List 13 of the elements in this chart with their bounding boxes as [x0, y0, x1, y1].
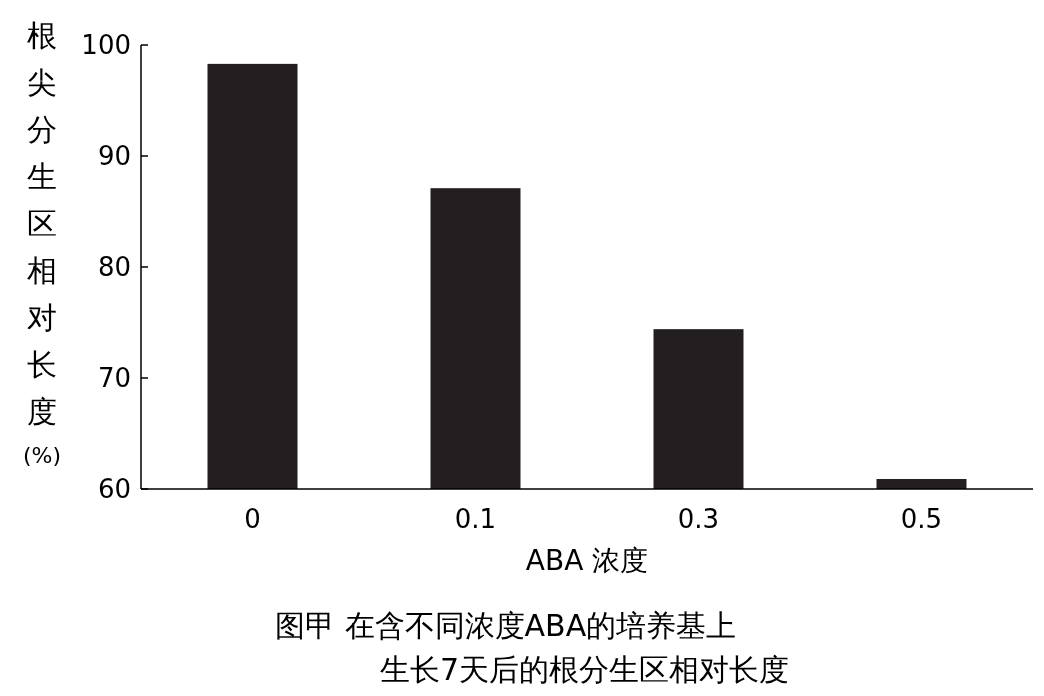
text: 生长7天后的根分生区相对长度 — [380, 652, 790, 687]
y-tick-label: 70 — [97, 363, 131, 393]
x-axis-title: ABA 浓度 — [525, 544, 649, 577]
text: 根尖分生区相对长度(%) — [22, 18, 62, 468]
y-tick-label: 60 — [97, 474, 131, 504]
x-tick-label: 0.5 — [900, 504, 943, 534]
y-tick-label: 90 — [97, 141, 131, 171]
text: 图甲 在含不同浓度ABA的培养基上 — [275, 608, 737, 643]
y-tick-label: 100 — [81, 30, 131, 60]
x-tick-label: 0.3 — [677, 504, 720, 534]
y-tick-label: 80 — [97, 252, 131, 282]
x-tick-label: 0 — [244, 504, 261, 534]
x-tick-label: 0.1 — [454, 504, 497, 534]
